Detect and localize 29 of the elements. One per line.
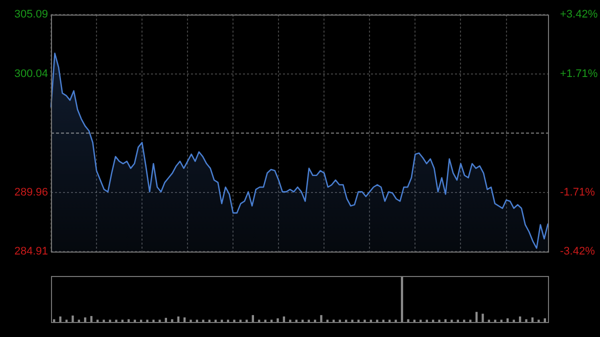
bar xyxy=(171,319,174,322)
bar xyxy=(531,317,534,322)
y-tick-label: 289.96 xyxy=(14,186,48,198)
bar xyxy=(525,319,528,322)
y2-tick-label: -1.71% xyxy=(560,186,596,198)
bar xyxy=(518,316,522,322)
y-tick-label: 305.09 xyxy=(14,8,48,21)
bar xyxy=(282,316,286,322)
bar xyxy=(276,318,279,322)
bar xyxy=(444,319,447,322)
bar xyxy=(90,316,92,322)
y2-tick-label: +1.71% xyxy=(560,68,598,80)
bar xyxy=(183,317,186,322)
y-tick-label: 300.04 xyxy=(14,68,48,80)
y2-tick-label: -3.42% xyxy=(560,246,596,258)
bar xyxy=(475,312,478,322)
y2-tick-label: +3.42% xyxy=(560,8,598,21)
bar xyxy=(320,315,322,322)
bar xyxy=(72,316,74,322)
y-tick-label: 284.91 xyxy=(14,246,48,258)
bar xyxy=(407,319,410,322)
bar xyxy=(84,317,86,322)
bar xyxy=(53,319,56,322)
bar xyxy=(252,315,254,322)
bar xyxy=(482,314,484,322)
bar xyxy=(59,316,62,322)
bar xyxy=(400,276,404,322)
bar xyxy=(177,316,180,322)
bar xyxy=(128,319,130,322)
